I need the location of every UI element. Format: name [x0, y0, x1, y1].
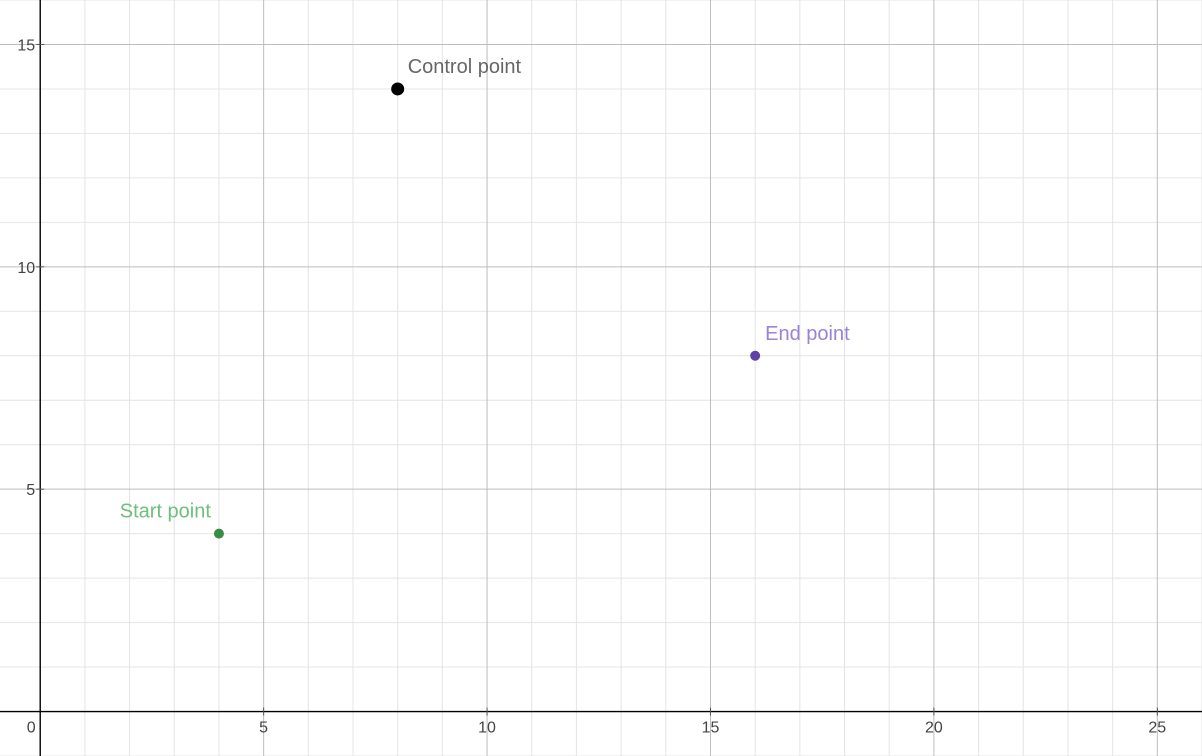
control-point-label: Control point [408, 56, 522, 78]
points-layer: Start point Control point End point [120, 56, 850, 539]
x-tick-label-5: 5 [259, 720, 268, 737]
x-tick-label-0: 0 [27, 720, 36, 737]
control-point-marker[interactable] [391, 82, 405, 96]
end-point-marker[interactable] [750, 350, 761, 361]
start-point-marker[interactable] [213, 528, 224, 539]
x-tick-label-15: 15 [702, 720, 720, 737]
axis-ticks [36, 43, 1158, 716]
y-tick-label-15: 15 [17, 37, 35, 54]
axis-tick-labels: 0 5 10 15 20 25 5 10 15 [17, 37, 1166, 736]
x-tick-label-25: 25 [1148, 720, 1166, 737]
x-tick-label-10: 10 [478, 720, 496, 737]
start-point-label: Start point [120, 501, 212, 523]
end-point-label: End point [765, 323, 850, 345]
y-tick-label-5: 5 [26, 482, 35, 499]
x-tick-label-20: 20 [925, 720, 943, 737]
y-tick-label-10: 10 [17, 260, 35, 277]
